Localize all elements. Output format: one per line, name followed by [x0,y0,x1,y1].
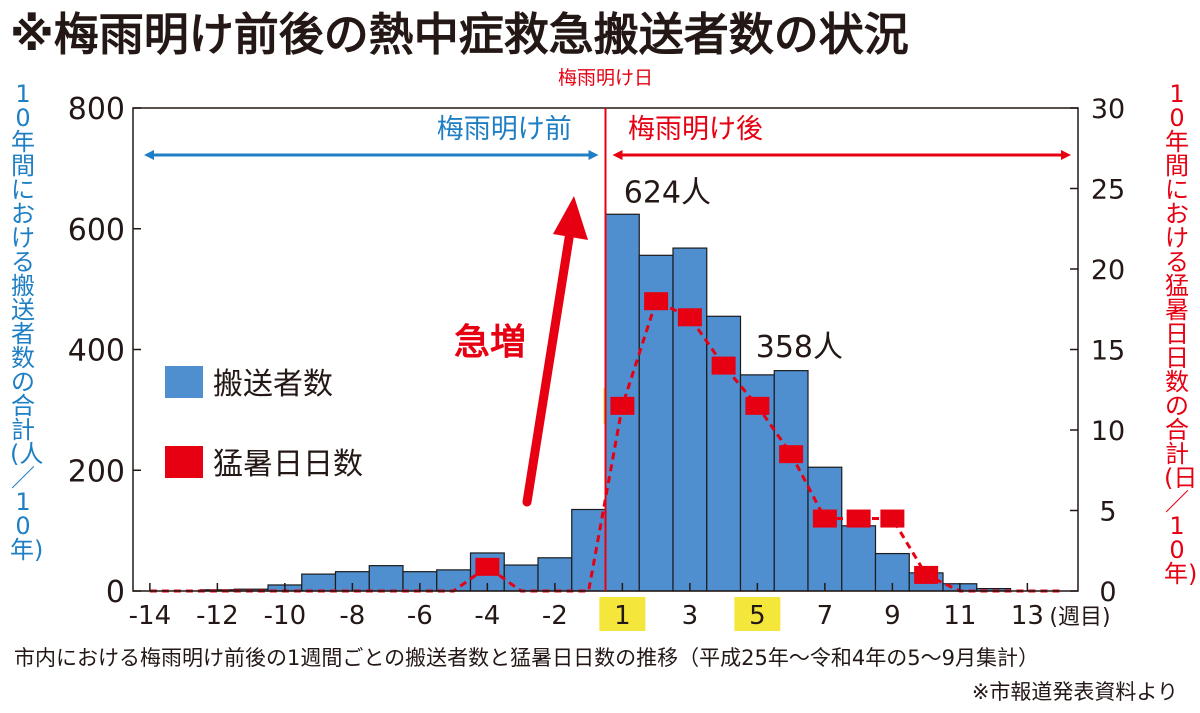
bar [436,569,472,592]
y-left-tick-label: 800 [68,92,125,127]
y-right-tick-label: 30 [1091,94,1125,125]
line-point [846,509,871,528]
y-left-tick-label: 0 [106,575,125,610]
legend-label-bar: 搬送者数 [213,367,333,402]
plot-frame [132,107,1079,592]
y-right-tick-label: 20 [1091,255,1125,286]
bar [773,370,809,592]
bar [807,466,843,592]
x-tick-label: 13 [1011,601,1044,631]
x-tick-highlight [599,597,646,631]
bar [301,573,337,592]
y-axis-right-label: 10年間における猛暑日日数の合計(日／10年) [1164,80,1198,588]
y-right-tick-label: 15 [1091,336,1125,367]
x-tick-label: -2 [542,601,568,631]
bar [503,564,539,592]
line-group [149,292,1062,593]
chart-caption: 市内における梅雨明け前後の1週間ごとの搬送者数と猛暑日日数の推移（平成25年～令… [14,646,1039,670]
annotation-week5: 358人 [756,330,843,365]
chart-title: ※梅雨明け前後の熱中症救急搬送者数の状況 [10,8,909,61]
line-point [711,356,736,375]
x-tick-label: -12 [196,601,238,631]
y-left-tick-label: 600 [68,213,125,248]
x-tick-label: -4 [474,601,500,631]
line-point [610,396,635,415]
bar [368,565,404,592]
line-point [745,396,770,415]
legend-swatch-line [165,446,203,478]
increase-arrow-shaft [522,227,575,507]
bar [841,525,877,592]
line-point [880,509,905,528]
before-label: 梅雨明け前 [437,114,572,145]
increase-arrow-head [553,196,588,240]
x-tick-label: -10 [264,601,306,631]
x-tick-label: -14 [129,601,171,631]
bar [672,247,708,592]
x-tick-label: -6 [407,601,433,631]
line-point [779,445,804,464]
x-tick-label: 5 [749,601,766,631]
line-point [644,292,669,311]
legend-swatch-bar [165,366,203,398]
line-series [149,299,1062,593]
divider-label: 梅雨明け日 [558,67,653,89]
x-tick-label: 3 [682,601,699,631]
x-tick-label: 9 [884,601,901,631]
line-point [475,557,500,576]
y-right-tick-label: 10 [1091,416,1125,447]
x-tick-label: 7 [817,601,834,631]
annotation-peak: 624人 [624,175,711,210]
y-left-tick-label: 200 [68,454,125,489]
y-axis-left-label: 10年間における搬送者数の合計(人／10年) [10,80,44,564]
x-unit-label: (週目) [1049,605,1110,630]
x-tick-label: 1 [614,601,631,631]
after-label: 梅雨明け後 [628,114,763,145]
y-right-tick-label: 5 [1099,497,1116,528]
y-left-tick-label: 400 [68,334,125,369]
bar [571,508,607,592]
y-right-tick-label: 25 [1091,175,1125,206]
y-right-tick-label: 0 [1099,577,1116,608]
line-point [812,509,837,528]
x-tick-highlight [734,597,781,631]
legend-label-line: 猛暑日日数 [213,447,363,482]
increase-label: 急増 [454,322,526,363]
x-tick-label: -8 [339,601,365,631]
line-point [677,308,702,327]
x-tick-label: 11 [943,601,976,631]
source-note: ※市報道発表資料より [971,680,1178,704]
line-point [914,565,939,584]
